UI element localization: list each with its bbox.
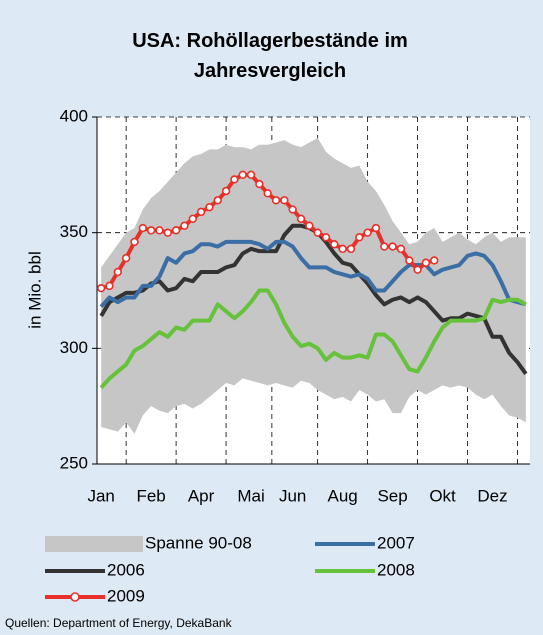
y-tick-label: 350 [60,222,88,241]
source-note: Quellen: Department of Energy, DekaBank [5,616,233,630]
series-marker [146,226,156,235]
series-marker [346,244,356,254]
series-marker [196,207,206,217]
series-line [99,288,527,389]
series-marker [355,233,364,242]
y-tick-label: 250 [60,453,88,472]
x-tick-label: Aug [328,486,358,505]
y-tick-label: 300 [60,338,88,357]
chart-title: USA: Rohöllagerbestände im Jahresverglei… [132,30,408,82]
legend-marker [70,592,80,602]
x-tick-label: Sep [377,486,407,505]
series-marker [396,244,406,254]
x-tick-label: Feb [136,486,165,505]
series-marker [238,170,247,180]
series-marker [330,240,339,249]
series-marker [338,244,347,254]
series-marker [213,196,222,205]
series-marker [255,179,264,189]
series-marker [263,189,272,198]
legend-label: 2008 [377,560,415,579]
series-marker [138,223,147,233]
series-marker [221,186,231,196]
series-marker [163,228,172,237]
y-tick-label: 400 [60,106,88,125]
series-marker [363,228,372,237]
series-marker [180,221,189,230]
series-marker [113,267,123,277]
series-marker [155,226,164,235]
series-line [99,239,527,309]
legend-swatch [45,536,143,552]
series-marker [421,258,431,267]
series-marker [205,203,214,212]
series-marker [246,170,256,180]
series-marker [413,265,422,274]
series-marker [430,256,439,265]
series-marker [380,242,389,251]
series-marker [313,228,322,237]
series-marker [296,214,306,223]
series-marker [171,226,181,235]
series-marker [321,233,331,242]
series-marker [305,221,314,230]
series-marker [288,205,297,214]
legend-label: 2009 [107,586,145,605]
x-tick-label: Jan [87,486,114,505]
series-marker [388,242,397,251]
series-marker [121,253,131,263]
series-marker [230,175,239,184]
legend-label: 2007 [377,533,415,552]
x-tick-label: Mai [237,486,264,505]
range-band [101,137,526,434]
series-marker [96,283,106,293]
series-marker [405,256,414,265]
series-marker [130,237,139,247]
x-tick-label: Jun [279,486,306,505]
y-axis-label: in Mio. bbl [25,251,44,328]
series-marker [188,214,197,223]
x-tick-label: Okt [429,486,456,505]
legend-label: Spanne 90-08 [145,533,252,552]
series-marker [280,196,289,205]
series-marker [271,196,281,205]
series-marker [105,281,114,291]
series-marker [371,223,381,233]
x-tick-label: Apr [188,486,215,505]
legend-label: 2006 [107,560,145,579]
x-tick-label: Dez [477,486,507,505]
